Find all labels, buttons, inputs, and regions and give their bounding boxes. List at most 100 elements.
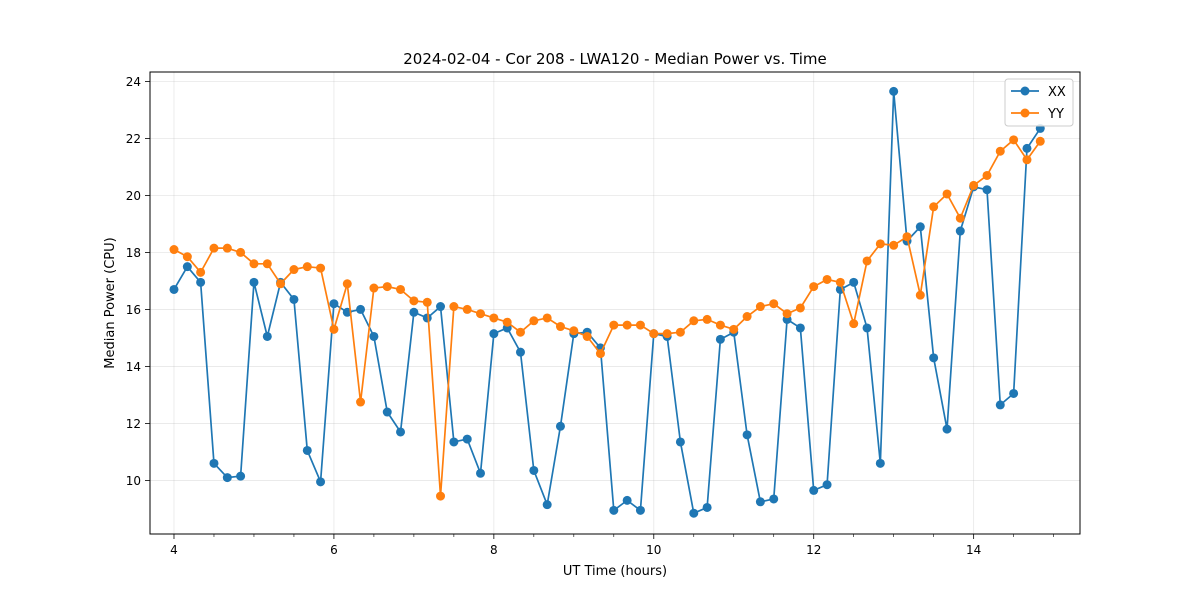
data-point-xx (396, 427, 406, 437)
data-point-xx (356, 304, 366, 314)
data-point-xx (369, 331, 379, 341)
y-tick-label: 12 (126, 417, 141, 431)
chart-title: 2024-02-04 - Cor 208 - LWA120 - Median P… (403, 50, 827, 68)
data-point-yy (502, 317, 512, 327)
data-point-yy (769, 299, 779, 309)
data-point-xx (249, 277, 259, 287)
data-point-yy (222, 243, 232, 253)
data-point-xx (982, 185, 992, 195)
data-point-xx (302, 445, 312, 455)
data-point-xx (609, 505, 619, 515)
data-point-xx (702, 502, 712, 512)
data-point-yy (582, 331, 592, 341)
data-point-xx (555, 421, 565, 431)
x-tick-label: 14 (966, 543, 981, 557)
x-tick-label: 10 (646, 543, 661, 557)
data-point-yy (955, 213, 965, 223)
data-point-yy (249, 259, 259, 269)
data-point-yy (476, 309, 485, 319)
data-point-yy (595, 349, 605, 359)
data-point-xx (689, 508, 699, 518)
x-tick-label: 4 (170, 543, 178, 557)
data-point-xx (955, 226, 965, 236)
data-point-yy (182, 252, 192, 262)
data-point-yy (1035, 136, 1045, 146)
data-point-yy (236, 247, 246, 257)
data-point-yy (849, 319, 859, 329)
data-point-yy (822, 274, 832, 284)
data-point-yy (302, 262, 312, 272)
data-point-yy (755, 302, 765, 312)
data-point-yy (289, 265, 299, 275)
y-tick-label: 22 (126, 132, 141, 146)
data-point-yy (875, 239, 885, 249)
y-tick-label: 20 (126, 189, 141, 203)
data-point-xx (809, 485, 819, 495)
data-point-xx (515, 347, 525, 357)
x-tick-label: 12 (806, 543, 821, 557)
legend-label-xx: XX (1048, 85, 1066, 100)
y-tick-label: 18 (126, 246, 141, 260)
data-point-xx (715, 334, 725, 344)
data-point-yy (782, 309, 792, 319)
data-point-yy (649, 329, 659, 339)
legend: XX YY (1004, 78, 1074, 127)
data-point-yy (329, 324, 339, 334)
data-point-yy (555, 322, 565, 332)
y-tick-label: 24 (126, 75, 141, 89)
data-point-yy (915, 290, 925, 300)
legend-label-yy: YY (1047, 107, 1064, 122)
data-point-yy (196, 267, 206, 277)
data-point-yy (169, 245, 179, 255)
data-point-yy (995, 146, 1005, 156)
data-point-xx (529, 465, 539, 475)
data-point-xx (742, 430, 752, 440)
series-line-xx (173, 90, 1041, 515)
data-point-yy (795, 303, 805, 313)
data-point-xx (236, 471, 246, 481)
data-point-yy (635, 320, 645, 330)
x-axis: 4 6 8 10 12 14 (170, 534, 1054, 557)
legend-marker-xx (1020, 86, 1030, 96)
data-point-yy (809, 282, 819, 292)
data-point-xx (449, 437, 459, 447)
data-point-xx (542, 500, 552, 510)
x-tick-label: 6 (330, 543, 338, 557)
data-point-xx (755, 497, 765, 507)
data-point-yy (569, 326, 579, 336)
data-point-yy (489, 313, 499, 323)
data-point-xx (622, 495, 632, 505)
data-point-yy (942, 189, 952, 199)
legend-marker-yy (1020, 108, 1030, 118)
data-point-xx (436, 302, 446, 312)
data-point-xx (942, 424, 952, 434)
data-point-yy (889, 240, 899, 250)
data-point-xx (1009, 388, 1019, 398)
y-axis: 10 12 14 16 18 20 22 24 (126, 75, 150, 488)
data-point-xx (929, 353, 939, 363)
data-point-yy (982, 170, 992, 180)
data-point-xx (329, 299, 339, 309)
data-point-xx (795, 323, 805, 333)
data-point-yy (436, 491, 446, 501)
data-point-xx (222, 473, 232, 483)
y-tick-label: 16 (126, 303, 141, 317)
data-point-yy (862, 256, 872, 266)
data-point-xx (635, 505, 645, 515)
data-point-xx (995, 400, 1005, 410)
data-point-yy (209, 243, 219, 253)
data-point-xx (875, 458, 885, 468)
data-point-yy (675, 327, 685, 337)
data-point-yy (449, 302, 459, 312)
data-point-xx (262, 331, 272, 341)
data-point-yy (1009, 135, 1019, 145)
data-point-yy (902, 232, 912, 242)
data-point-yy (1022, 155, 1032, 165)
x-axis-label: UT Time (hours) (563, 564, 667, 579)
data-point-yy (542, 313, 552, 323)
data-point-xx (316, 477, 326, 487)
data-point-yy (729, 324, 739, 334)
data-point-yy (356, 397, 366, 407)
data-point-xx (209, 458, 219, 468)
